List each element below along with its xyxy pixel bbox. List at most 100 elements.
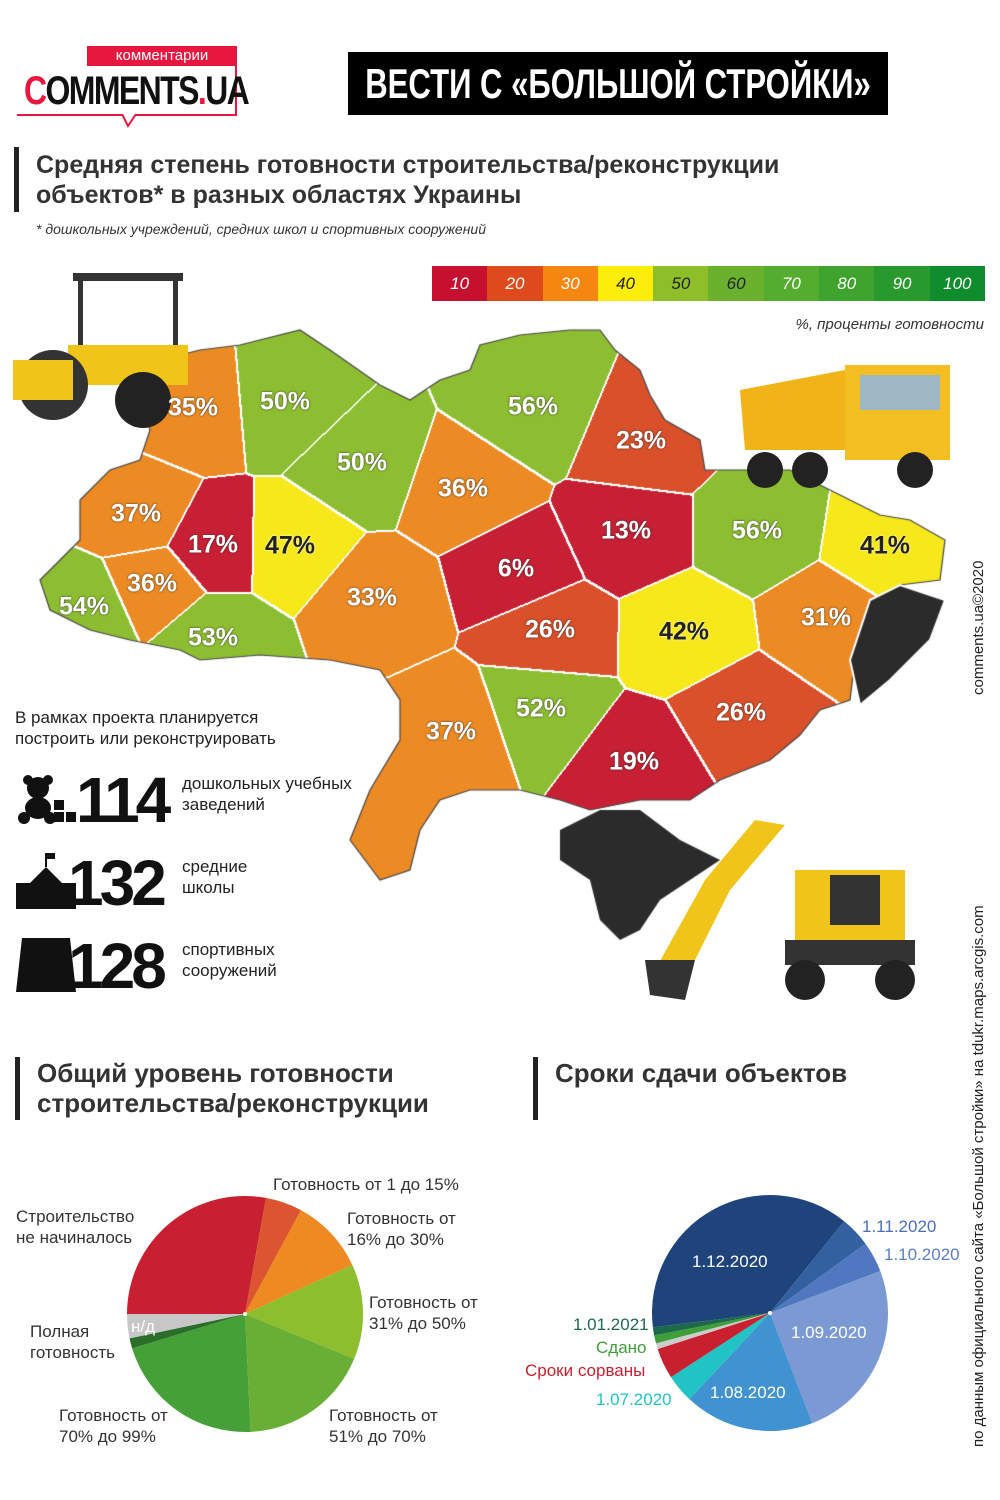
region-label: 54% [58,592,110,621]
region-label: 52% [515,694,567,723]
school-icon [16,853,76,909]
deadlines-pie-title: Сроки сдачи объектов [555,1058,848,1088]
pie1-label-1-15: Готовность от 1 до 15% [273,1175,459,1194]
pie2-slice [770,1271,888,1424]
region-label: 36% [126,569,178,598]
region-label: 13% [600,516,652,545]
legend-swatch: 60 [708,266,764,301]
region-label: 50% [336,448,388,477]
region-label: 56% [507,392,559,421]
stat-label-line1: спортивных [182,940,275,959]
pie2-label-jul: 1.07.2020 [596,1390,672,1409]
section-bar [14,147,19,212]
region-label: 56% [731,516,783,545]
legend-swatch: 10 [432,266,488,301]
region-label: 23% [615,426,667,455]
map-title: Средняя степень готовности строительства… [36,150,779,210]
legend-swatch: 40 [597,266,654,301]
pie2-slice [689,1313,813,1431]
stat-label: спортивных сооружений [182,939,277,981]
color-legend: 10 20 30 40 50 60 70 80 90 100 [432,266,985,301]
pie1-slice [132,1314,251,1432]
region-label: 37% [110,499,162,528]
pie2-label-dec: 1.12.2020 [692,1252,768,1271]
sports-field-icon [16,938,76,992]
pie2-slice [652,1195,845,1328]
pie1-label-not-started: Строительство не начиналось [16,1207,135,1247]
legend-swatch: 50 [653,266,709,301]
region-label: 17% [187,530,239,559]
excavator-image [645,820,915,1000]
legend-swatch: 30 [542,266,598,301]
pie2-label-oct: 1.10.2020 [884,1245,960,1264]
region-label: 50% [259,387,311,416]
region-label: 26% [524,615,576,644]
pie1-slice [245,1197,301,1314]
banner-title: ВЕСТИ С «БОЛЬШОЙ СТРОЙКИ» [348,52,888,115]
pie-center-dot [768,1311,772,1315]
legend-swatch: 90 [874,266,930,301]
pie1-label-complete: Полная готовность [30,1322,115,1362]
pie1-label-na: н/д [131,1317,156,1336]
source-text: по данным официального сайта «Большой ст… [970,905,987,1447]
legend-swatch: 80 [819,266,875,301]
dump-truck-image [740,365,950,488]
pie2-label-done: Сдано [596,1338,647,1357]
pie2-slice [652,1313,770,1336]
logo-letter-c: C [24,69,47,113]
section-bar [15,1057,20,1120]
stat-number: 114 [76,764,171,836]
legend-swatch: 20 [487,266,543,301]
pie1-slice [127,1314,245,1339]
logo[interactable]: COMMENTS.UA [24,66,250,116]
map-title-line2: объектов* в разных областях Украины [36,181,522,209]
stats-intro: В рамках проекта планируется построить и… [15,708,276,748]
pie2-slice [670,1313,770,1400]
pie2-slice [654,1313,770,1344]
banner-text: ВЕСТИ С «БОЛЬШОЙ СТРОЙКИ» [365,60,871,107]
logo-speech-tail [121,114,137,128]
pie2-label-nov: 1.11.2020 [862,1217,937,1236]
stat-label: дошкольных учебных заведений [182,773,352,815]
region-label: 35% [167,393,219,422]
region-label: 33% [346,583,398,612]
copyright-text: comments.ua©2020 [970,560,987,695]
pie-center-dot [243,1312,247,1316]
section-bar [533,1057,538,1120]
logo-text: OMMENTS [45,69,200,113]
pie-charts [127,1195,888,1432]
logo-tagline: комментарии [87,46,237,66]
pie1-slice [245,1265,363,1359]
pie1-label-16-30: Готовность от 16% до 30% [347,1209,456,1249]
map-footnote: * дошкольных учреждений, средних школ и … [36,221,486,237]
region-label: 6% [497,554,535,583]
stat-label: средние школы [182,856,247,898]
pie1-slice [129,1314,245,1349]
region-label: 41% [859,531,911,560]
road-roller-image [13,273,188,428]
logo-ua: UA [205,69,250,113]
region-label: 31% [800,603,852,632]
pie2-slice [770,1243,881,1313]
readiness-pie-title: Общий уровень готовности строительства/р… [37,1058,429,1118]
region-label: 37% [425,717,477,746]
pie2-label-sep: 1.09.2020 [791,1323,867,1342]
pie1-slice [127,1196,267,1314]
stat-label-line2: заведений [182,795,265,814]
stat-label-line2: школы [182,878,235,897]
pie1-label-51-70: Готовность от 51% до 70% [329,1406,438,1446]
pie2-slice [657,1313,770,1378]
region-label: 53% [187,623,239,652]
logo-dot: . [197,69,207,113]
pie2-slice [770,1221,866,1313]
stat-number: 132 [68,847,167,919]
stat-label-line2: сооружений [182,961,277,980]
legend-swatch: 100 [929,266,985,301]
region-label: 42% [658,617,710,646]
stat-label-line1: дошкольных учебных [182,774,352,793]
map-title-line1: Средняя степень готовности строительства… [36,151,780,179]
pie1-label-31-50: Готовность от 31% до 50% [369,1293,478,1333]
legend-caption: %, проценты готовности [795,316,985,333]
region-label: 26% [715,698,767,727]
legend-swatch: 70 [763,266,820,301]
